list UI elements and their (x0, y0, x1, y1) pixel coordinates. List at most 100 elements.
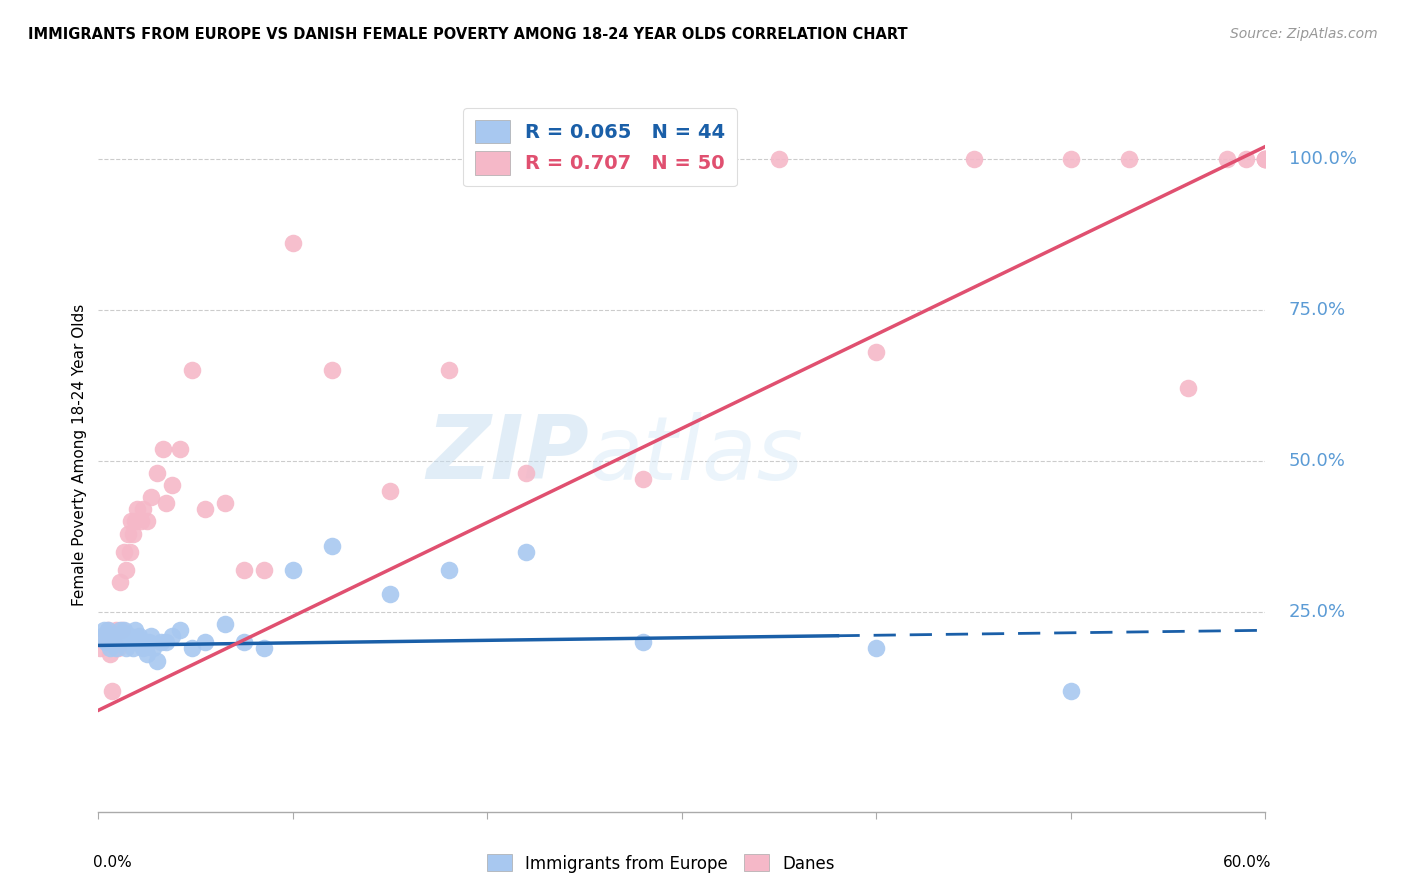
Point (108, 574, 131, 589)
Point (91, 629, 114, 643)
Point (253, 641, 276, 656)
Point (146, 466, 169, 480)
Point (111, 624, 134, 638)
Y-axis label: Female Poverty Among 18-24 Year Olds: Female Poverty Among 18-24 Year Olds (72, 304, 87, 606)
Point (139, 490, 162, 504)
Point (378, 484, 402, 499)
Point (103, 635, 125, 649)
Point (101, 629, 124, 643)
Point (214, 617, 236, 632)
Point (112, 544, 135, 558)
Point (1060, 683, 1083, 698)
Point (107, 629, 129, 643)
Point (129, 635, 152, 649)
Point (1254, 152, 1277, 166)
Point (107, 641, 129, 656)
Point (146, 654, 169, 668)
Point (631, 635, 654, 649)
Text: 100.0%: 100.0% (1289, 150, 1357, 168)
Point (117, 635, 139, 649)
Point (169, 442, 191, 456)
Point (162, 629, 184, 643)
Point (281, 563, 304, 577)
Point (180, 363, 202, 377)
Point (169, 624, 191, 638)
Point (1060, 152, 1083, 166)
Point (127, 502, 149, 516)
Point (437, 363, 460, 377)
Point (124, 624, 146, 638)
Text: 60.0%: 60.0% (1223, 855, 1271, 870)
Point (132, 502, 155, 516)
Point (214, 496, 236, 510)
Point (962, 152, 984, 166)
Point (89, 641, 111, 656)
Point (233, 563, 256, 577)
Point (138, 635, 160, 649)
Point (865, 345, 887, 359)
Point (768, 152, 790, 166)
Point (515, 544, 537, 558)
Point (149, 635, 172, 649)
Point (152, 442, 174, 456)
Point (253, 563, 276, 577)
Point (114, 641, 136, 656)
Point (117, 526, 139, 541)
Text: Source: ZipAtlas.com: Source: ZipAtlas.com (1230, 27, 1378, 41)
Point (1254, 152, 1277, 166)
Text: ZIP: ZIP (426, 411, 589, 499)
Point (122, 641, 145, 656)
Point (136, 515, 159, 529)
Point (103, 635, 125, 649)
Text: 0.0%: 0.0% (93, 855, 131, 870)
Point (104, 624, 127, 638)
Point (98, 648, 121, 662)
Point (104, 641, 127, 656)
Point (142, 641, 165, 656)
Text: 25.0%: 25.0% (1289, 603, 1346, 621)
Point (128, 629, 150, 643)
Point (118, 544, 141, 558)
Point (127, 635, 149, 649)
Legend: Immigrants from Europe, Danes: Immigrants from Europe, Danes (479, 847, 842, 880)
Point (194, 502, 217, 516)
Point (1215, 152, 1237, 166)
Point (631, 472, 654, 486)
Text: 50.0%: 50.0% (1289, 452, 1346, 470)
Point (281, 236, 304, 251)
Point (321, 363, 343, 377)
Point (121, 515, 143, 529)
Point (321, 539, 343, 553)
Point (1254, 152, 1277, 166)
Point (96, 635, 118, 649)
Point (114, 563, 136, 577)
Point (121, 635, 143, 649)
Point (378, 587, 402, 601)
Point (1177, 381, 1199, 395)
Point (162, 478, 184, 492)
Legend: R = 0.065   N = 44, R = 0.707   N = 50: R = 0.065 N = 44, R = 0.707 N = 50 (463, 108, 737, 186)
Text: IMMIGRANTS FROM EUROPE VS DANISH FEMALE POVERTY AMONG 18-24 YEAR OLDS CORRELATIO: IMMIGRANTS FROM EUROPE VS DANISH FEMALE … (28, 27, 908, 42)
Point (108, 624, 131, 638)
Point (437, 563, 460, 577)
Text: atlas: atlas (589, 412, 803, 498)
Point (97, 624, 120, 638)
Point (136, 648, 159, 662)
Point (111, 635, 134, 649)
Point (124, 515, 146, 529)
Point (233, 635, 256, 649)
Point (1234, 152, 1257, 166)
Point (93, 629, 115, 643)
Point (1118, 152, 1140, 166)
Point (515, 466, 537, 480)
Point (97, 624, 120, 638)
Point (194, 635, 217, 649)
Point (122, 526, 145, 541)
Point (98, 641, 121, 656)
Point (1254, 152, 1277, 166)
Point (101, 683, 124, 698)
Point (139, 629, 162, 643)
Point (865, 641, 887, 656)
Point (132, 641, 155, 656)
Point (129, 515, 152, 529)
